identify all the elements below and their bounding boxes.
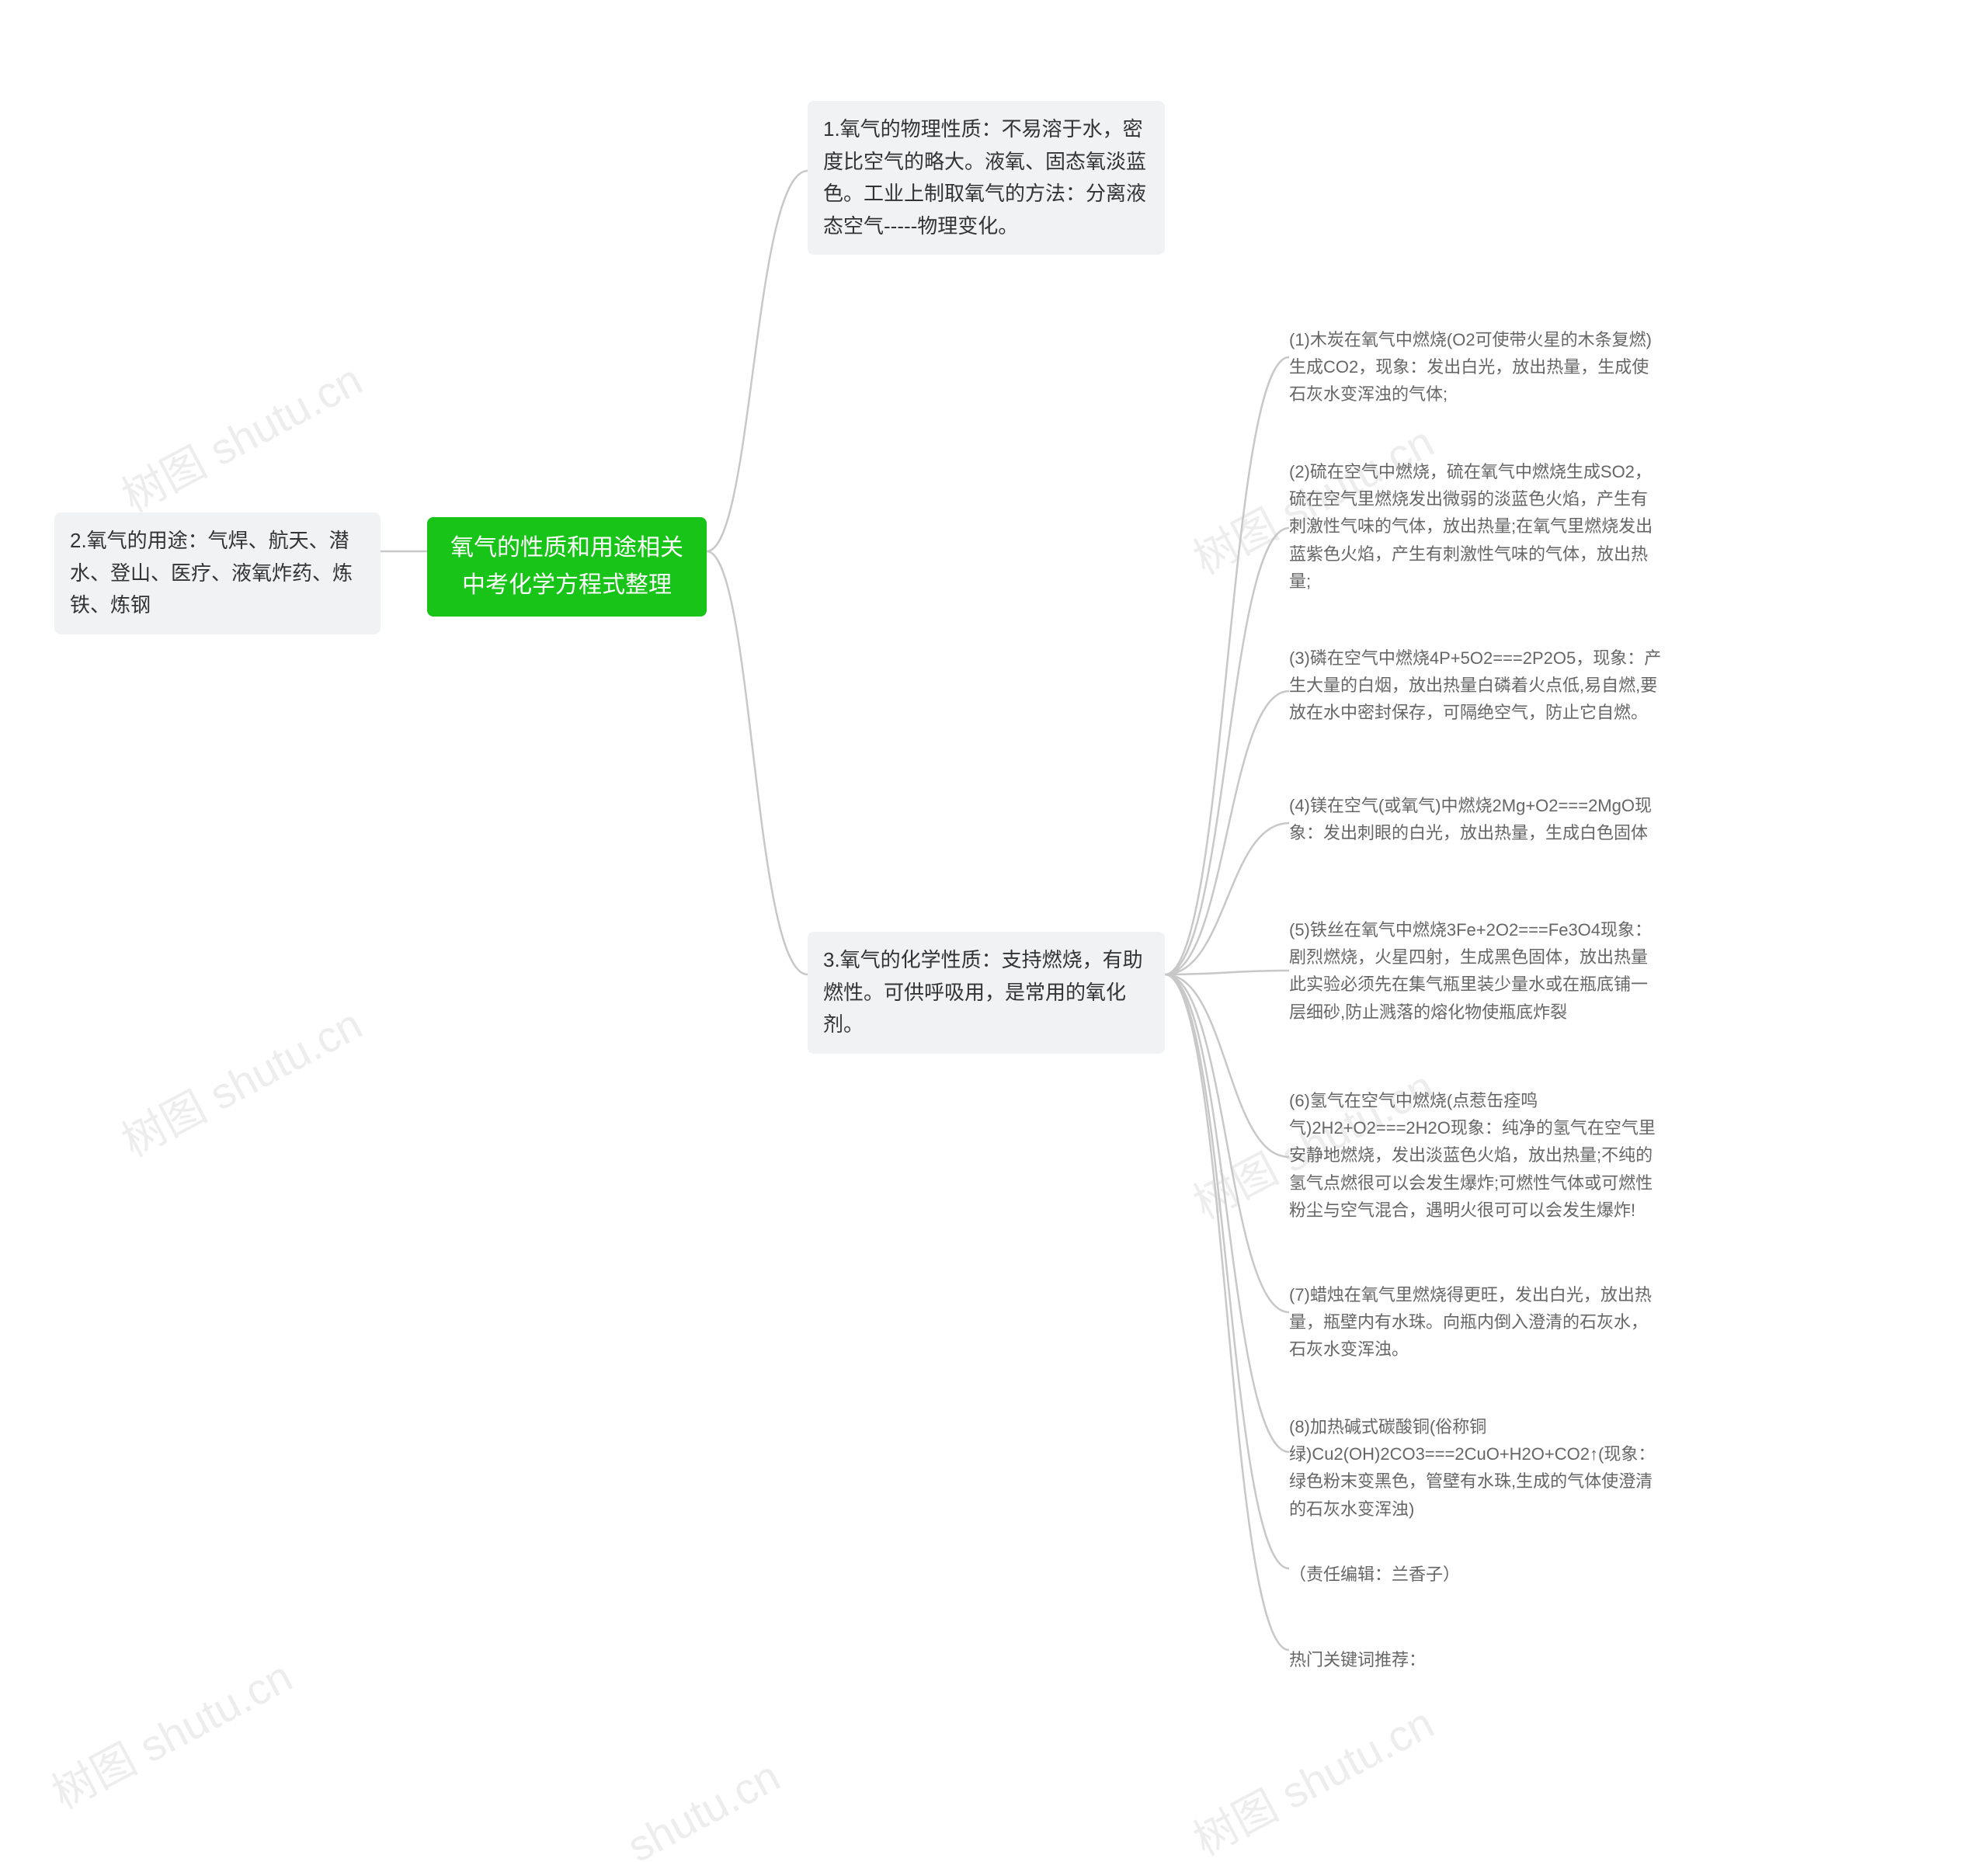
connector	[1165, 823, 1289, 974]
watermark: shutu.cn	[619, 1750, 787, 1862]
connector	[1165, 974, 1289, 1568]
connector	[1165, 974, 1289, 1312]
leaf-node[interactable]: 热门关键词推荐：	[1289, 1638, 1662, 1681]
connector	[1165, 691, 1289, 974]
root-node[interactable]: 氧气的性质和用途相关中考化学方程式整理	[427, 517, 707, 617]
connector	[1165, 971, 1289, 974]
connector	[707, 171, 808, 551]
watermark: 树图 shutu.cn	[109, 346, 372, 525]
connector	[1165, 357, 1289, 974]
watermark: 树图 shutu.cn	[1181, 1689, 1444, 1862]
connector	[1165, 974, 1289, 1157]
leaf-node[interactable]: （责任编辑：兰香子）	[1289, 1553, 1662, 1596]
leaf-node[interactable]: (7)蜡烛在氧气里燃烧得更旺，发出白光，放出热量，瓶壁内有水珠。向瓶内倒入澄清的…	[1289, 1273, 1662, 1371]
leaf-node[interactable]: (8)加热碱式碳酸铜(俗称铜绿)Cu2(OH)2CO3===2CuO+H2O+C…	[1289, 1405, 1662, 1530]
connector-layer	[0, 0, 1988, 1862]
leaf-node[interactable]: (1)木炭在氧气中燃烧(O2可使带火星的木条复燃)生成CO2，现象：发出白光，放…	[1289, 318, 1662, 416]
node-uses[interactable]: 2.氧气的用途：气焊、航天、潜水、登山、医疗、液氧炸药、炼铁、炼钢	[54, 512, 381, 634]
connector	[1165, 974, 1289, 1452]
node-chemical-properties[interactable]: 3.氧气的化学性质：支持燃烧，有助燃性。可供呼吸用，是常用的氧化剂。	[808, 932, 1165, 1054]
leaf-node[interactable]: (3)磷在空气中燃烧4P+5O2===2P2O5，现象：产生大量的白烟，放出热量…	[1289, 637, 1662, 735]
node-physical-properties[interactable]: 1.氧气的物理性质：不易溶于水，密度比空气的略大。液氧、固态氧淡蓝色。工业上制取…	[808, 101, 1165, 255]
leaf-node[interactable]: (5)铁丝在氧气中燃烧3Fe+2O2===Fe3O4现象：剧烈燃烧，火星四射，生…	[1289, 908, 1662, 1033]
connector	[707, 551, 808, 974]
leaf-node[interactable]: (2)硫在空气中燃烧，硫在氧气中燃烧生成SO2，硫在空气里燃烧发出微弱的淡蓝色火…	[1289, 450, 1662, 603]
watermark: 树图 shutu.cn	[40, 1642, 302, 1822]
leaf-node[interactable]: (4)镁在空气(或氧气)中燃烧2Mg+O2===2MgO现象：发出刺眼的白光，放…	[1289, 784, 1662, 854]
watermark: 树图 shutu.cn	[109, 990, 372, 1169]
leaf-node[interactable]: (6)氢气在空气中燃烧(点惹缶痊鸣气)2H2+O2===2H2O现象：纯净的氢气…	[1289, 1079, 1662, 1231]
mindmap-canvas: 树图 shutu.cn 树图 shutu.cn 树图 shutu.cn 树图 s…	[0, 0, 1988, 1862]
connector	[1165, 974, 1289, 1650]
connector	[1165, 528, 1289, 974]
